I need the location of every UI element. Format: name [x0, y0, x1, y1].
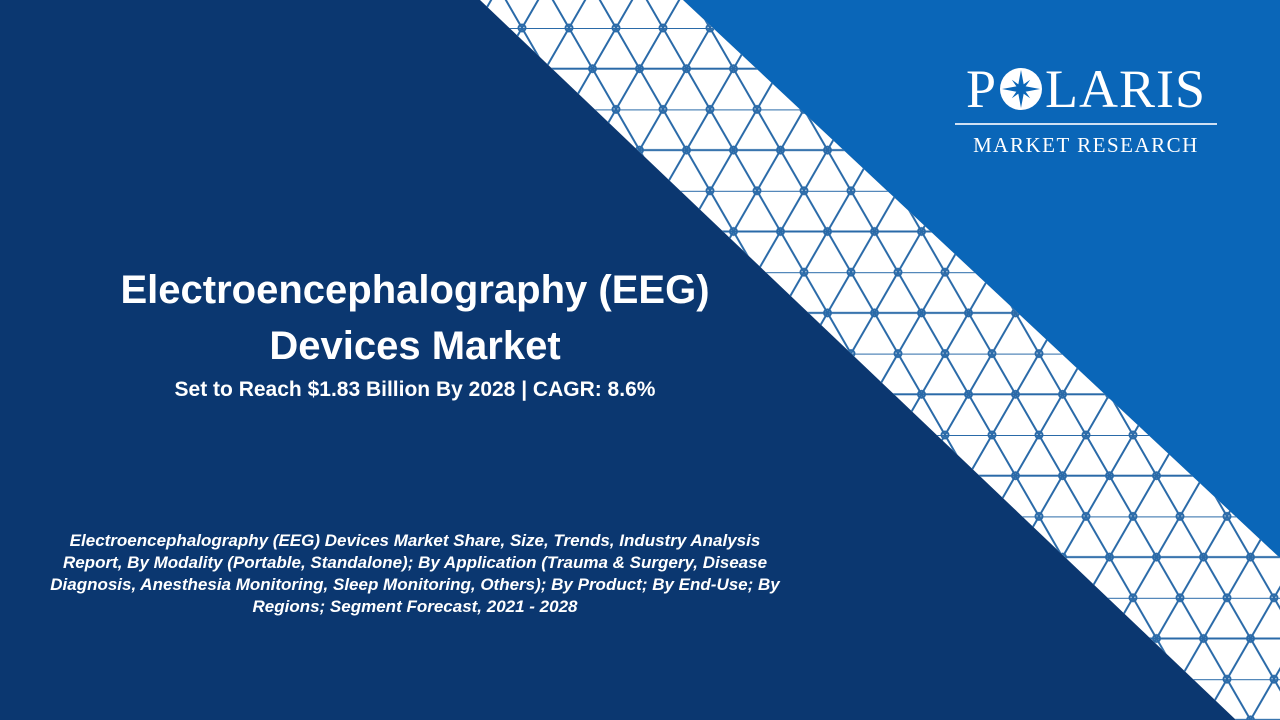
compass-star-icon — [1000, 68, 1043, 110]
headline-subtitle: Set to Reach $1.83 Billion By 2028 | CAG… — [174, 378, 656, 401]
logo-letter: P — [965, 59, 998, 119]
lattice-pattern — [480, 0, 1280, 720]
logo-wordmark: P LARIS — [955, 58, 1217, 120]
report-description: Electroencephalography (EEG) Devices Mar… — [50, 531, 780, 616]
logo-letters: LARIS — [1045, 59, 1207, 119]
headline-line-1: Electroencephalography (EEG) — [120, 268, 710, 312]
polaris-logo: P LARIS MARKET RESEARCH — [955, 58, 1217, 158]
headline-line-2: Devices Market — [269, 324, 561, 368]
logo-tagline: MARKET RESEARCH — [973, 133, 1199, 157]
logo-divider — [955, 123, 1217, 125]
